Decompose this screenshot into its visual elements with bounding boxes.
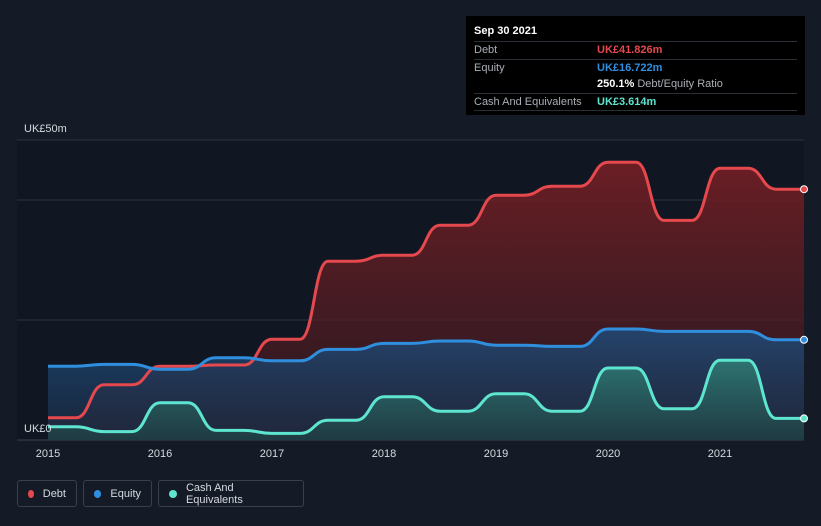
- tooltip-row-equity: Equity UK£16.722m: [474, 58, 797, 77]
- x-tick-2015: 2015: [36, 448, 60, 460]
- y-axis-bottom-label: UK£0: [24, 423, 52, 435]
- tooltip-ratio-spacer: [474, 76, 597, 93]
- tooltip-ratio-value: 250.1%: [597, 78, 635, 90]
- debt-end-marker[interactable]: [800, 185, 808, 194]
- series-end-markers: [800, 185, 808, 423]
- tooltip-cash-value: UK£3.614m: [597, 95, 657, 108]
- tooltip-equity-value: UK£16.722m: [597, 61, 663, 74]
- cash-and-equivalents-line: [48, 358, 804, 435]
- tooltip-ratio-label: Debt/Equity Ratio: [637, 78, 723, 90]
- cash-dot-icon: [169, 489, 177, 498]
- tooltip-row-ratio: 250.1% Debt/Equity Ratio: [474, 76, 797, 93]
- tooltip-debt-label: Debt: [474, 44, 498, 56]
- y-axis-top-label: UK£50m: [24, 123, 67, 135]
- legend-label-debt: Debt: [42, 487, 66, 500]
- x-tick-2021: 2021: [708, 448, 732, 460]
- x-tick-2016: 2016: [148, 448, 172, 460]
- series-lines: [48, 160, 804, 435]
- cash-and-equivalents-area: [48, 360, 804, 440]
- tooltip-date: Sep 30 2021: [474, 25, 537, 37]
- legend-item-cash[interactable]: Cash And Equivalents: [158, 480, 304, 507]
- cash-and-equivalents-end-marker[interactable]: [800, 414, 808, 423]
- series-areas: [48, 162, 804, 440]
- tooltip-panel: Sep 30 2021 Debt UK£41.826m Equity UK£16…: [466, 16, 805, 115]
- tooltip-row-cash: Cash And Equivalents UK£3.614m: [474, 92, 797, 111]
- x-tick-2019: 2019: [484, 448, 508, 460]
- legend-label-cash: Cash And Equivalents: [185, 481, 243, 506]
- debt-dot-icon: [28, 489, 34, 498]
- equity-dot-icon: [94, 489, 102, 498]
- equity-end-marker[interactable]: [800, 335, 808, 344]
- legend-item-debt[interactable]: Debt: [17, 480, 77, 507]
- equity-line: [48, 327, 804, 371]
- x-tick-2017: 2017: [260, 448, 284, 460]
- tooltip-debt-value: UK£41.826m: [597, 44, 663, 56]
- tooltip-equity-label: Equity: [474, 61, 505, 74]
- legend-label-equity: Equity: [110, 487, 141, 500]
- debt-line: [48, 160, 804, 420]
- x-tick-2018: 2018: [372, 448, 396, 460]
- x-axis-ticks: 2015 2016 2017 2018 2019 2020 2021: [36, 448, 732, 460]
- tooltip-cash-label: Cash And Equivalents: [474, 95, 582, 108]
- tooltip-row-debt: Debt UK£41.826m: [474, 41, 797, 59]
- legend-item-equity[interactable]: Equity: [83, 480, 152, 507]
- x-tick-2020: 2020: [596, 448, 620, 460]
